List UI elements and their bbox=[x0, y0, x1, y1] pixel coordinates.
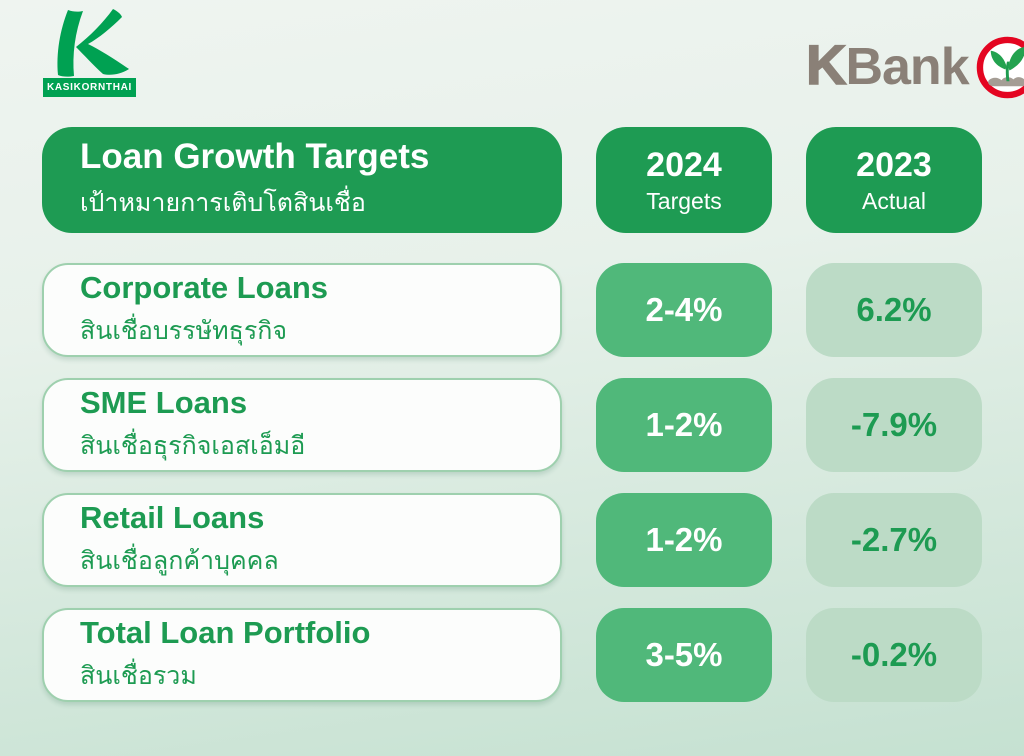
row-label-total-loan-portfolio: Total Loan Portfolio สินเชื่อรวม bbox=[42, 608, 562, 702]
cell-sme-loans-2024-target: 1-2% bbox=[596, 378, 772, 472]
row-title-th: สินเชื่อธุรกิจเอสเอ็มอี bbox=[80, 431, 306, 460]
row-title-th: สินเชื่อบรรษัทธุรกิจ bbox=[80, 316, 288, 345]
kasikorn-k-icon bbox=[57, 9, 129, 77]
row-title-en: SME Loans bbox=[80, 384, 248, 420]
column-year-2023: 2023 bbox=[856, 145, 932, 184]
row-title-th: สินเชื่อลูกค้าบุคคล bbox=[80, 546, 279, 575]
cell-corporate-loans-2024-target: 2-4% bbox=[596, 263, 772, 357]
column-year-2024: 2024 bbox=[646, 145, 722, 184]
cell-retail-loans-2023-actual: -2.7% bbox=[806, 493, 982, 587]
table-title-card: Loan Growth Targets เป้าหมายการเติบโตสิน… bbox=[42, 127, 562, 233]
kbank-bank-letters: Bank bbox=[845, 38, 969, 96]
cell-retail-loans-2024-target: 1-2% bbox=[596, 493, 772, 587]
table-body: Corporate Loans สินเชื่อบรรษัทธุรกิจ 2-4… bbox=[42, 263, 982, 702]
row-title-en: Retail Loans bbox=[80, 499, 265, 535]
column-header-2023-actual: 2023 Actual bbox=[806, 127, 982, 233]
cell-sme-loans-2023-actual: -7.9% bbox=[806, 378, 982, 472]
cell-total-loan-portfolio-2024-target: 3-5% bbox=[596, 608, 772, 702]
column-label-actual: Actual bbox=[862, 187, 926, 214]
kasikornthai-logo: KASIKORNTHAI bbox=[43, 8, 136, 97]
row-label-sme-loans: SME Loans สินเชื่อธุรกิจเอสเอ็มอี bbox=[42, 378, 562, 472]
row-title-th: สินเชื่อรวม bbox=[80, 661, 197, 690]
row-label-retail-loans: Retail Loans สินเชื่อลูกค้าบุคคล bbox=[42, 493, 562, 587]
kbank-sprout-icon bbox=[976, 36, 1024, 99]
row-label-corporate-loans: Corporate Loans สินเชื่อบรรษัทธุรกิจ bbox=[42, 263, 562, 357]
cell-total-loan-portfolio-2023-actual: -0.2% bbox=[806, 608, 982, 702]
column-header-2024-targets: 2024 Targets bbox=[596, 127, 772, 233]
row-title-en: Corporate Loans bbox=[80, 269, 329, 305]
row-title-en: Total Loan Portfolio bbox=[80, 614, 371, 650]
kbank-k-letter: K bbox=[805, 33, 847, 96]
kasikornthai-wordmark: KASIKORNTHAI bbox=[43, 78, 136, 97]
cell-corporate-loans-2023-actual: 6.2% bbox=[806, 263, 982, 357]
column-label-targets: Targets bbox=[646, 187, 722, 214]
table-title-th: เป้าหมายการเติบโตสินเชื่อ bbox=[80, 189, 366, 217]
table-header-row: Loan Growth Targets เป้าหมายการเติบโตสิน… bbox=[42, 127, 982, 233]
kbank-logo: KBank bbox=[805, 28, 1024, 102]
kbank-wordmark: KBank bbox=[805, 36, 969, 96]
table-title-en: Loan Growth Targets bbox=[80, 137, 430, 176]
